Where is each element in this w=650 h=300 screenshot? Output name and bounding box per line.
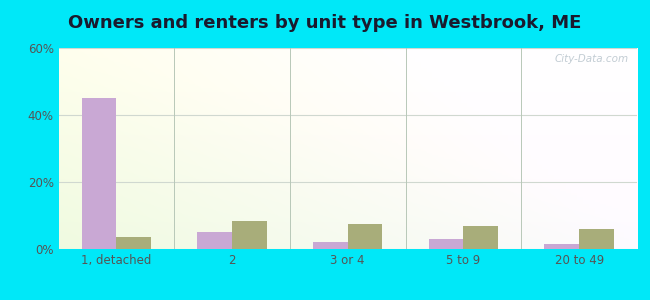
Bar <box>545 244 579 249</box>
Bar <box>198 232 232 249</box>
Bar <box>348 224 382 249</box>
Bar <box>579 229 614 249</box>
Bar <box>429 239 463 249</box>
Bar <box>82 98 116 249</box>
Bar <box>116 237 151 249</box>
Bar <box>313 242 348 249</box>
Bar <box>232 220 266 249</box>
Text: Owners and renters by unit type in Westbrook, ME: Owners and renters by unit type in Westb… <box>68 14 582 32</box>
Bar <box>463 226 498 249</box>
Text: City-Data.com: City-Data.com <box>554 54 629 64</box>
